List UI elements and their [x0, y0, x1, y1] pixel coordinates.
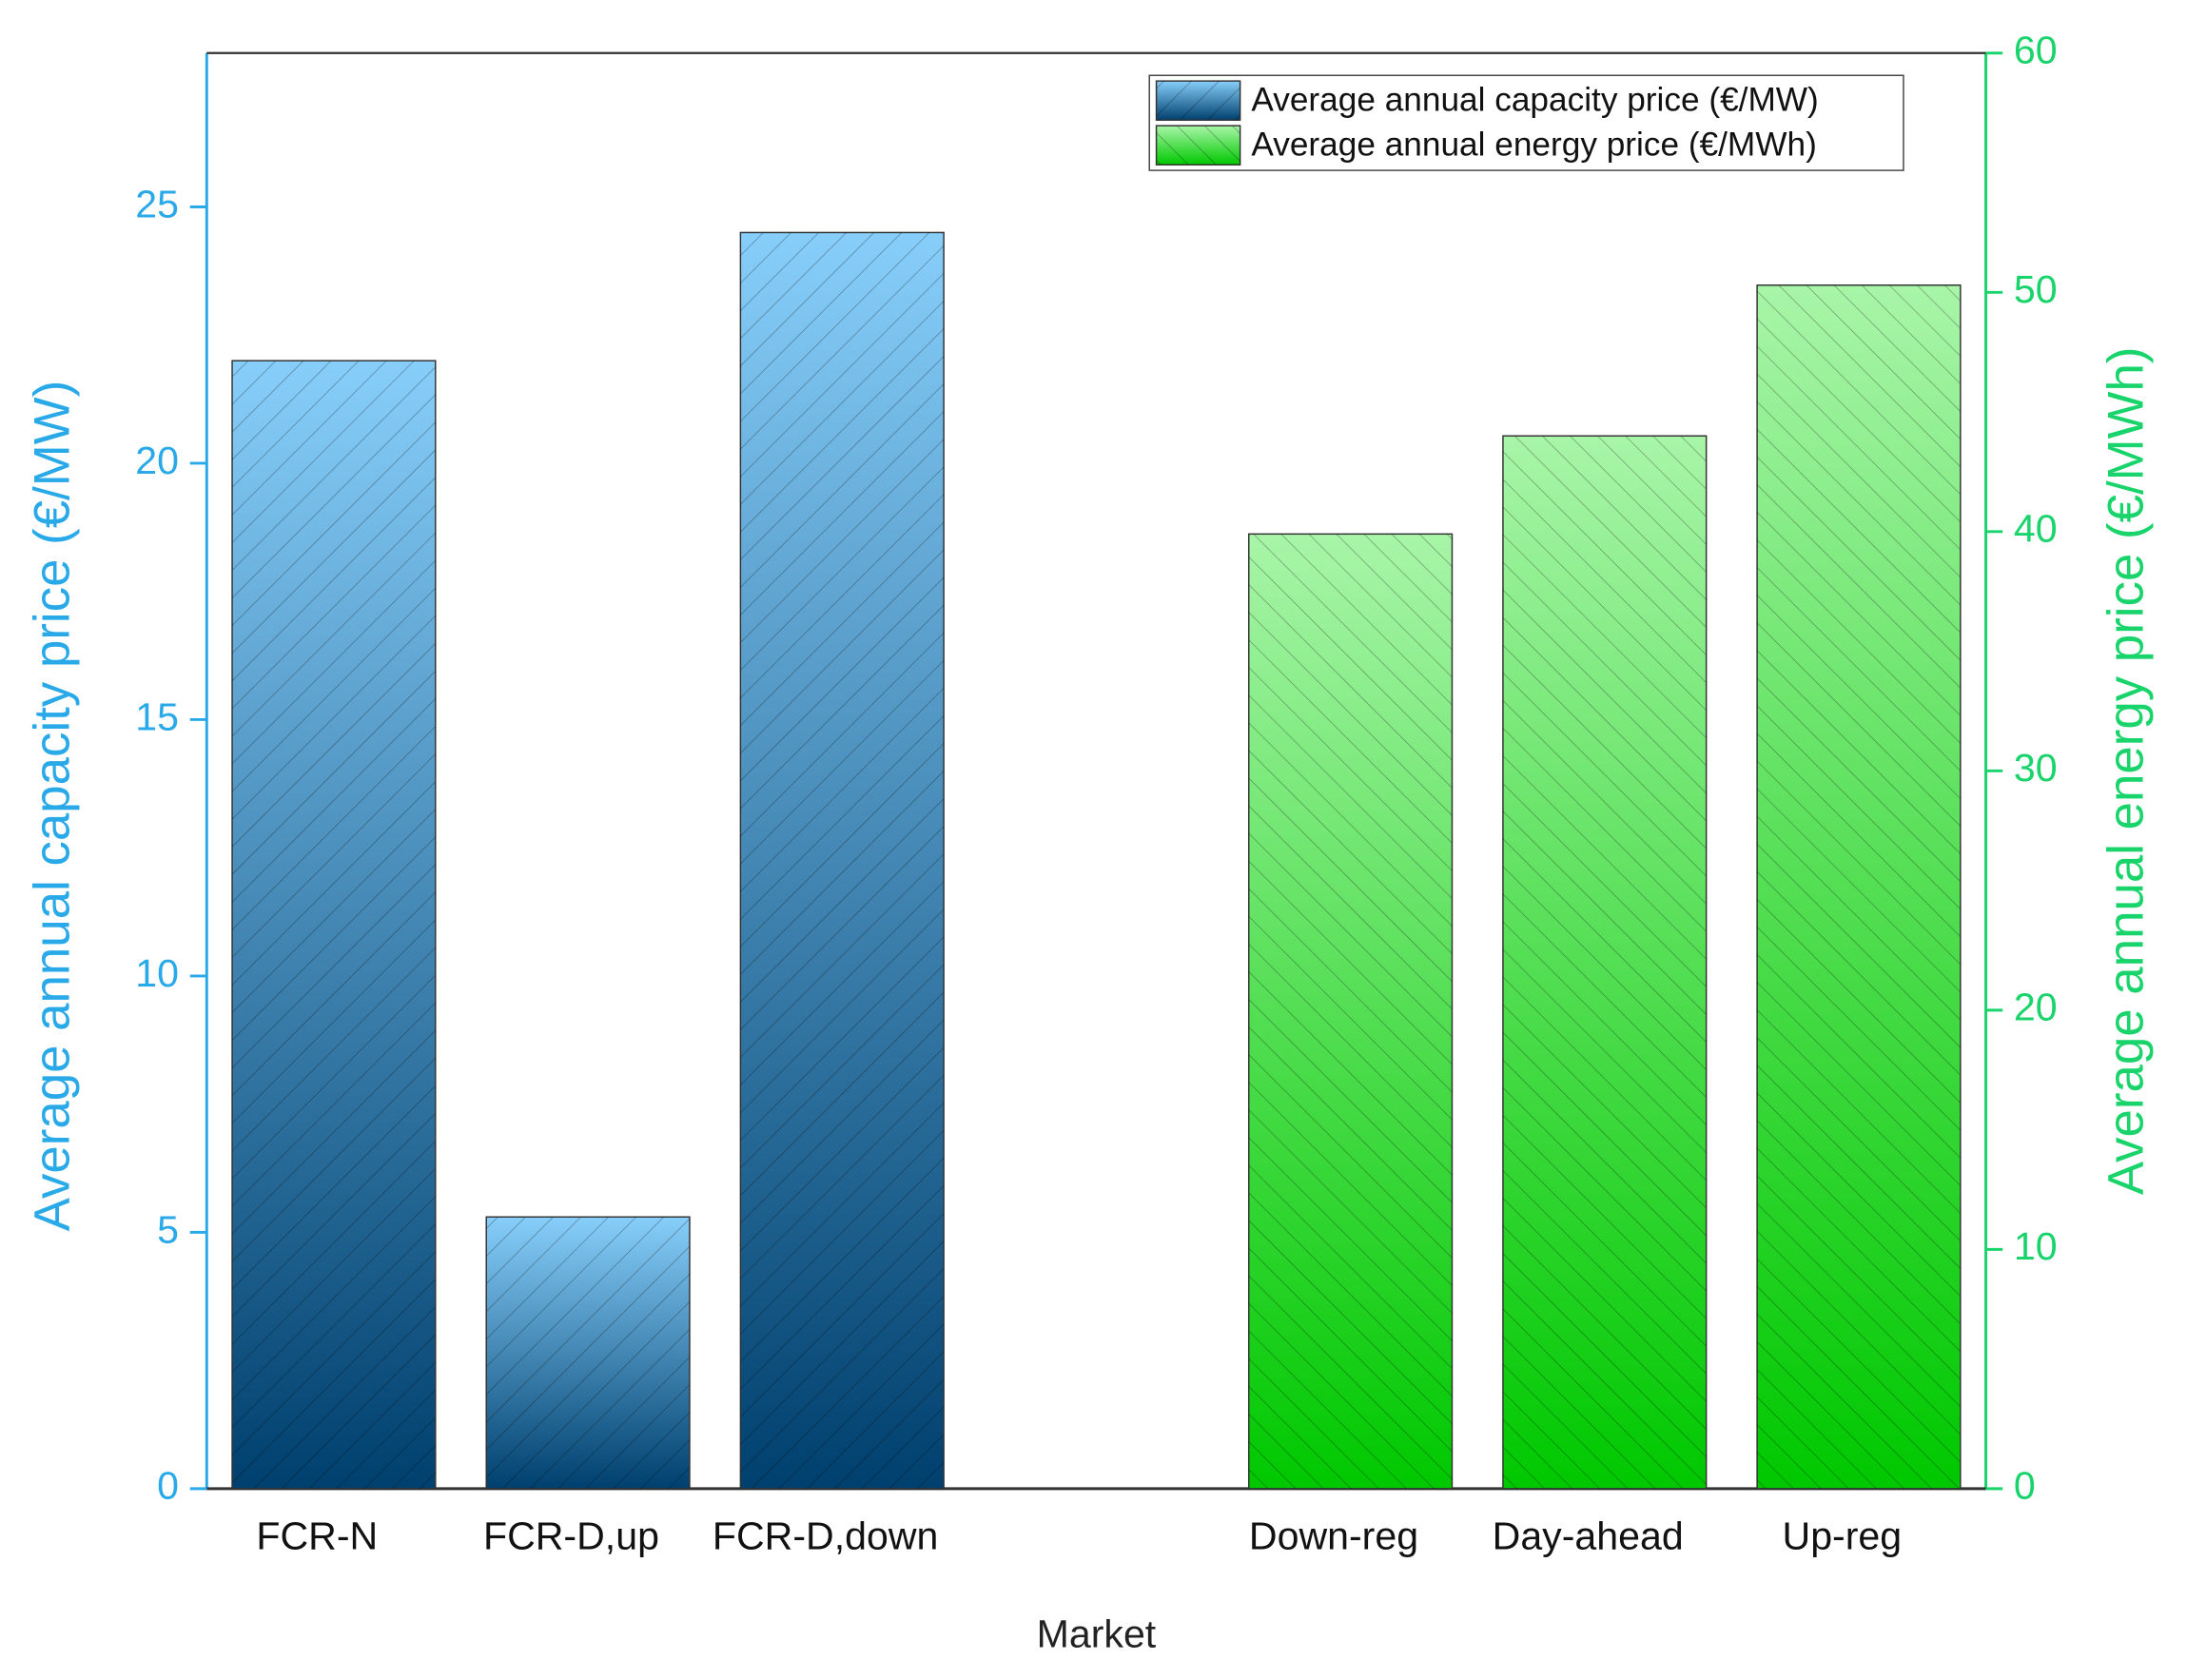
x-tick-label: Day-ahead	[1493, 1514, 1684, 1558]
x-axis-label: Market	[1037, 1612, 1157, 1655]
y2-tick-label: 30	[2014, 746, 2058, 790]
legend-swatch-hatch	[1156, 126, 1240, 166]
x-tick-label: FCR-D,down	[713, 1514, 938, 1558]
legend-box	[1148, 74, 1904, 171]
bar-hatch	[740, 232, 945, 1489]
bar-hatch	[1248, 534, 1453, 1489]
y-tick-label: 15	[135, 694, 179, 738]
y-tick-label: 10	[135, 951, 179, 995]
y2-tick-label: 60	[2014, 29, 2058, 72]
y2-tick-label: 40	[2014, 507, 2058, 551]
bar-hatch	[486, 1217, 690, 1489]
y2-tick-label: 0	[2014, 1464, 2036, 1508]
legend-label: Average annual energy price (€/MWh)	[1251, 126, 1816, 163]
y-tick-label: 25	[135, 182, 179, 225]
y-tick-label: 20	[135, 439, 179, 482]
y2-axis-label: Average annual energy price (€/MWh)	[2099, 346, 2155, 1195]
x-tick-label: FCR-N	[256, 1514, 378, 1558]
bar-hatch	[1757, 284, 1961, 1489]
x-tick-label: Up-reg	[1783, 1514, 1903, 1558]
x-tick-label: FCR-D,up	[483, 1514, 659, 1558]
x-tick-label: Down-reg	[1249, 1514, 1418, 1558]
y2-tick-label: 10	[2014, 1224, 2058, 1268]
y-tick-label: 0	[157, 1464, 179, 1508]
bar-hatch	[1502, 436, 1707, 1489]
y2-tick-label: 50	[2014, 267, 2058, 311]
legend-swatch-hatch	[1156, 81, 1240, 121]
y2-tick-label: 20	[2014, 986, 2058, 1029]
legend-label: Average annual capacity price (€/MW)	[1251, 81, 1818, 118]
y-tick-label: 5	[157, 1207, 179, 1251]
bar-hatch	[232, 361, 436, 1489]
y-axis-label: Average annual capacity price (€/MW)	[25, 381, 81, 1232]
